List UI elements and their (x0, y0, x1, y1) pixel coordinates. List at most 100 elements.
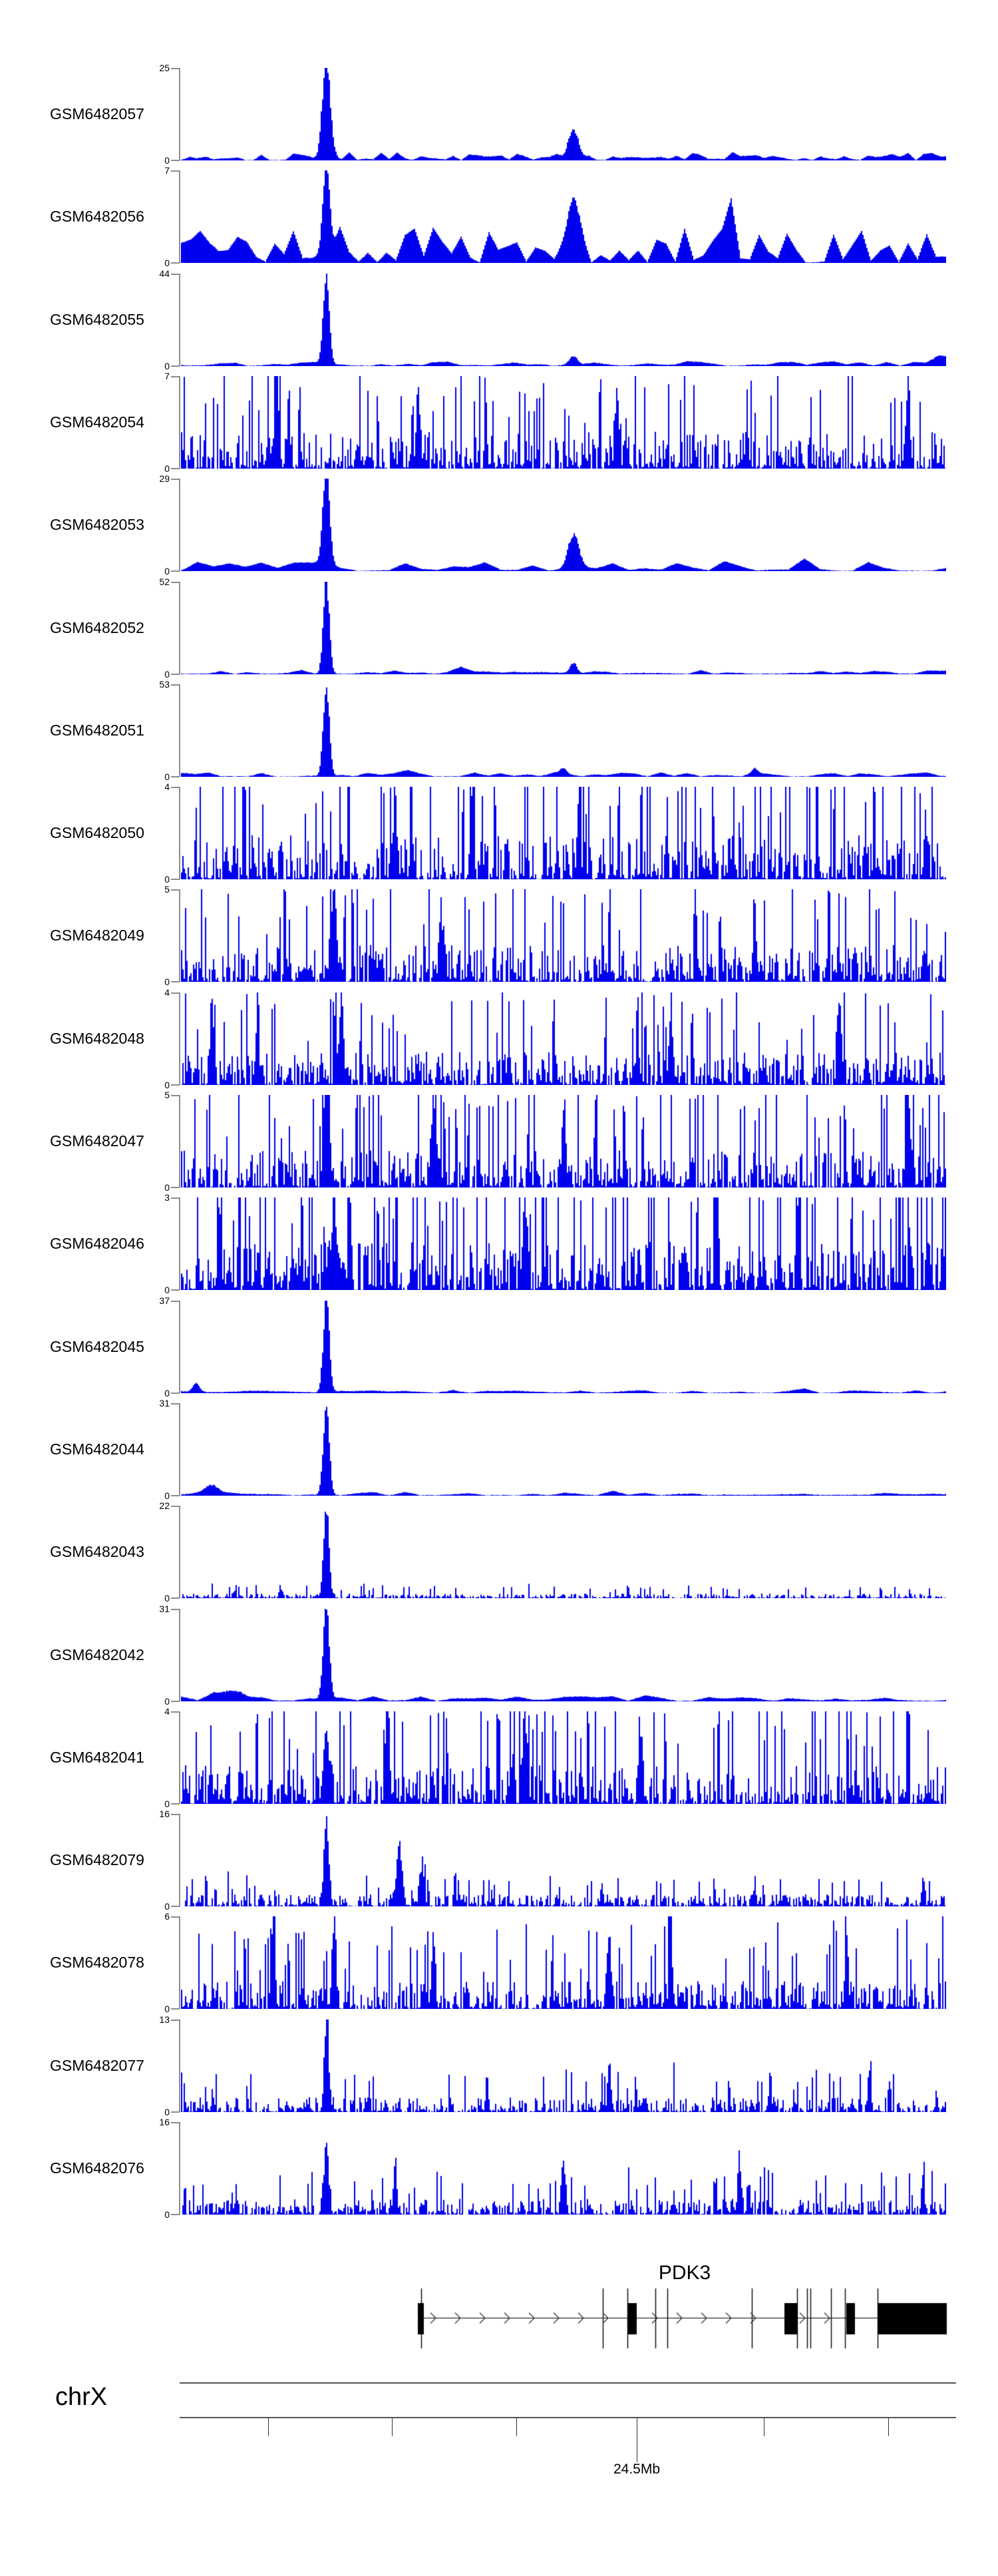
signal-area-canvas (181, 787, 946, 879)
y-axis-tick (171, 68, 180, 69)
y-axis-tick (171, 1301, 180, 1302)
signal-area-canvas (181, 376, 946, 469)
track-ymax-label: 5 (164, 1090, 170, 1100)
y-axis-tick (171, 1814, 180, 1815)
signal-track: GSM6482045 37 0 (0, 1295, 998, 1398)
track-y-axis (179, 1301, 180, 1393)
track-ymax-label: 7 (164, 371, 170, 381)
track-y-axis (179, 1403, 180, 1496)
track-sample-label: GSM6482041 (50, 1748, 144, 1766)
track-sample-label: GSM6482057 (50, 105, 144, 122)
track-yzero-label: 0 (164, 771, 170, 782)
signal-track: GSM6482053 29 0 (0, 473, 998, 576)
y-axis-tick (171, 376, 180, 377)
track-yzero-label: 0 (164, 155, 170, 166)
axis-minor-tick (392, 2418, 393, 2436)
signal-track: GSM6482079 16 0 (0, 1809, 998, 1912)
track-y-axis (179, 1506, 180, 1598)
signal-area-canvas (181, 68, 946, 160)
track-sample-label: GSM6482052 (50, 618, 144, 636)
track-ymax-label: 6 (164, 1911, 170, 1922)
y-axis-tick (171, 684, 180, 686)
track-ymax-label: 4 (164, 1706, 170, 1717)
signal-area-canvas (181, 170, 946, 263)
track-ymax-label: 16 (159, 2117, 170, 2127)
signal-area-canvas (181, 1095, 946, 1187)
track-yzero-label: 0 (164, 258, 170, 268)
track-yzero-label: 0 (164, 463, 170, 474)
track-y-axis (179, 170, 180, 263)
track-yzero-label: 0 (164, 2107, 170, 2117)
track-ymax-label: 16 (159, 1809, 170, 1819)
track-ymax-label: 13 (159, 2014, 170, 2025)
signal-area-canvas (181, 1506, 946, 1598)
y-axis-tick (171, 1095, 180, 1096)
signal-track: GSM6482044 31 0 (0, 1398, 998, 1501)
signal-track: GSM6482046 3 0 (0, 1192, 998, 1295)
track-yzero-label: 0 (164, 976, 170, 987)
y-axis-tick (171, 1701, 180, 1702)
y-axis-tick (171, 776, 180, 777)
signal-area-canvas (181, 889, 946, 982)
signal-area-canvas (181, 1814, 946, 1906)
signal-area-canvas (181, 1197, 946, 1290)
track-y-axis (179, 274, 180, 366)
y-axis-tick (171, 1187, 180, 1188)
signal-area-canvas (181, 274, 946, 366)
track-yzero-label: 0 (164, 1285, 170, 1295)
y-axis-tick (171, 582, 180, 583)
track-sample-label: GSM6482053 (50, 515, 144, 533)
y-axis-tick (171, 262, 180, 264)
track-ymax-label: 44 (159, 268, 170, 279)
track-sample-label: GSM6482045 (50, 1337, 144, 1355)
track-sample-label: GSM6482076 (50, 2159, 144, 2177)
track-y-axis (179, 1711, 180, 1804)
track-y-axis (179, 2122, 180, 2215)
y-axis-tick (171, 2214, 180, 2215)
track-y-axis (179, 2020, 180, 2112)
track-y-axis (179, 1095, 180, 1187)
y-axis-tick (171, 879, 180, 880)
track-y-axis (179, 376, 180, 469)
track-yzero-label: 0 (164, 669, 170, 680)
signal-area-canvas (181, 684, 946, 777)
track-y-axis (179, 1609, 180, 1701)
chromosome-label: chrX (55, 2383, 108, 2411)
track-sample-label: GSM6482042 (50, 1645, 144, 1663)
y-axis-tick (171, 1916, 180, 1918)
y-axis-tick (171, 170, 180, 172)
signal-area-canvas (181, 992, 946, 1085)
y-axis-tick (171, 2111, 180, 2113)
track-sample-label: GSM6482078 (50, 1953, 144, 1971)
track-sample-label: GSM6482054 (50, 413, 144, 431)
track-sample-label: GSM6482044 (50, 1440, 144, 1458)
signal-track: GSM6482054 7 0 (0, 371, 998, 474)
track-ymax-label: 25 (159, 63, 170, 73)
y-axis-tick (171, 2020, 180, 2021)
signal-track: GSM6482078 6 0 (0, 1911, 998, 2014)
y-axis-tick (171, 1393, 180, 1394)
y-axis-tick (171, 787, 180, 788)
signal-area-canvas (181, 479, 946, 571)
track-sample-label: GSM6482049 (50, 926, 144, 944)
track-y-axis (179, 889, 180, 982)
signal-area-canvas (181, 582, 946, 674)
axis-minor-tick (888, 2418, 889, 2436)
signal-area-canvas (181, 2122, 946, 2215)
signal-area-canvas (181, 1916, 946, 2009)
track-ymax-label: 22 (159, 1500, 170, 1511)
track-yzero-label: 0 (164, 1799, 170, 1809)
track-ymax-label: 4 (164, 987, 170, 998)
track-yzero-label: 0 (164, 1182, 170, 1193)
signal-area-canvas (181, 1403, 946, 1496)
y-axis-tick (171, 160, 180, 161)
y-axis-tick (171, 1598, 180, 1599)
signal-track: GSM6482055 44 0 (0, 268, 998, 371)
track-ymax-label: 53 (159, 679, 170, 690)
track-y-axis (179, 68, 180, 160)
y-axis-tick (171, 889, 180, 891)
track-ymax-label: 52 (159, 576, 170, 587)
track-ymax-label: 29 (159, 473, 170, 484)
track-yzero-label: 0 (164, 2209, 170, 2220)
track-yzero-label: 0 (164, 1696, 170, 1707)
